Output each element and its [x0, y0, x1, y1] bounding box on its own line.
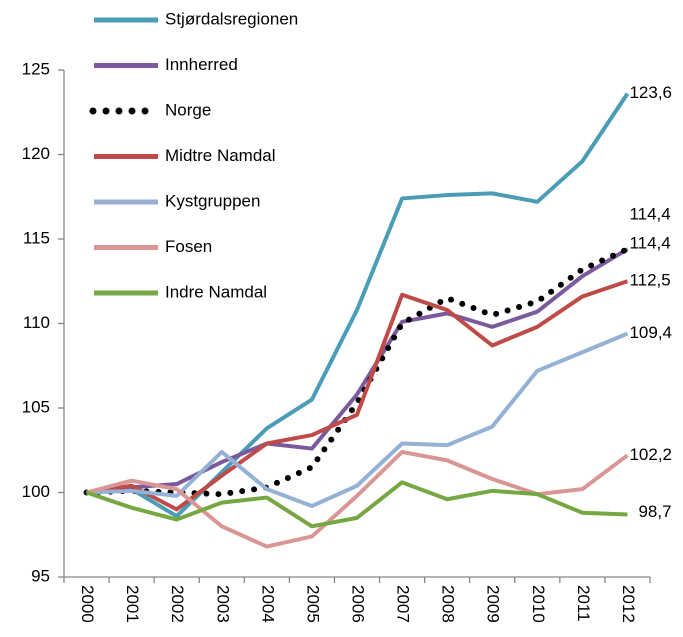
- y-tick-label: 115: [23, 228, 50, 247]
- value-label: 114,4: [629, 205, 670, 224]
- x-tick-label: 2012: [619, 585, 638, 623]
- x-tick-label: 2000: [78, 585, 97, 623]
- series-line: [86, 331, 629, 509]
- x-tick-label: 2002: [168, 585, 187, 623]
- y-tick-label: 100: [22, 482, 50, 501]
- value-label: 114,4: [629, 234, 670, 253]
- x-tick-label: 2011: [574, 585, 593, 622]
- y-tick-label: 110: [23, 313, 50, 332]
- legend-label: Midtre Namdal: [165, 146, 276, 165]
- x-tick-label: 2009: [484, 585, 503, 623]
- legend-label: Kystgruppen: [165, 191, 260, 210]
- series-line: [86, 247, 629, 495]
- y-tick-label: 120: [22, 144, 50, 163]
- y-tick-label: 125: [22, 59, 50, 78]
- value-label: 102,2: [629, 445, 672, 464]
- legend-label: Fosen: [165, 237, 212, 256]
- y-tick-label: 105: [22, 397, 50, 416]
- value-label: 123,6: [629, 83, 672, 102]
- x-tick-label: 2008: [439, 585, 458, 623]
- x-tick-label: 2001: [123, 585, 142, 623]
- x-tick-label: 2004: [258, 585, 277, 623]
- legend-label: Innherred: [165, 55, 238, 74]
- x-tick-label: 2005: [303, 585, 322, 623]
- value-label: 109,4: [629, 323, 672, 342]
- legend-label: Indre Namdal: [165, 282, 267, 301]
- series-line: [86, 279, 629, 512]
- series-line: [86, 92, 630, 519]
- legend-label: Stjørdalsregionen: [165, 9, 298, 28]
- y-tick-label: 95: [31, 566, 50, 585]
- x-tick-label: 2006: [349, 585, 368, 623]
- value-label: 98,7: [638, 502, 671, 521]
- x-tick-label: 2007: [394, 585, 413, 623]
- series-line: [85, 480, 628, 529]
- x-tick-label: 2003: [213, 585, 232, 623]
- legend-label: Norge: [165, 100, 211, 119]
- value-label: 112,5: [629, 271, 670, 290]
- x-tick-label: 2010: [529, 585, 548, 623]
